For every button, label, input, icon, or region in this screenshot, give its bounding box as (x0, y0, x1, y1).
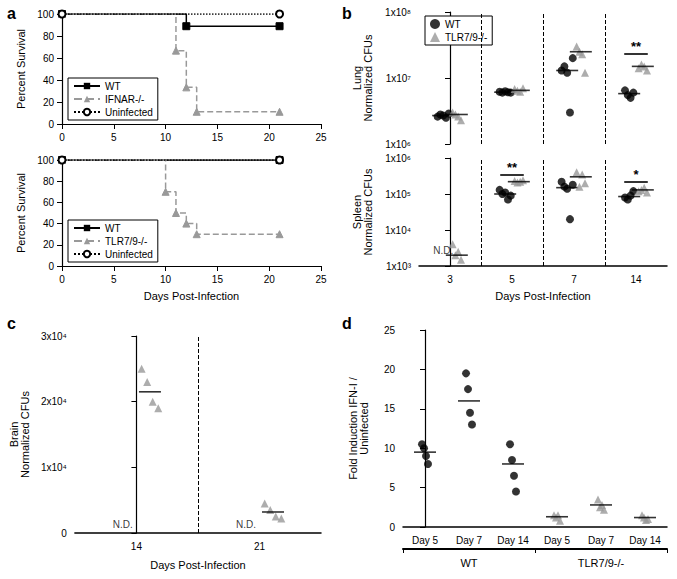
svg-text:WT: WT (105, 223, 121, 234)
svg-text:1x10⁷: 1x10⁷ (386, 73, 412, 84)
svg-text:20: 20 (264, 274, 276, 285)
svg-text:Days Post-Infection: Days Post-Infection (150, 559, 245, 571)
svg-text:0: 0 (59, 274, 65, 285)
svg-text:Fold Induction IFN-I /: Fold Induction IFN-I / (346, 377, 359, 480)
svg-text:5: 5 (111, 274, 117, 285)
svg-text:0: 0 (48, 119, 54, 130)
svg-text:25: 25 (384, 325, 396, 336)
svg-text:b: b (342, 5, 352, 22)
svg-text:1x10⁶: 1x10⁶ (385, 139, 411, 150)
svg-text:IFNAR-/-: IFNAR-/- (105, 94, 144, 105)
svg-text:5: 5 (509, 274, 515, 285)
svg-text:1x10³: 1x10³ (386, 261, 412, 272)
svg-text:15: 15 (212, 132, 224, 143)
svg-text:WT: WT (445, 19, 461, 30)
svg-text:TLR7/9-/-: TLR7/9-/- (105, 236, 147, 247)
svg-text:2x10⁴: 2x10⁴ (41, 396, 67, 407)
svg-text:3x10⁴: 3x10⁴ (41, 331, 67, 342)
svg-text:a: a (7, 5, 16, 22)
svg-text:10: 10 (160, 274, 172, 285)
svg-text:0: 0 (389, 522, 395, 533)
svg-text:1x10⁸: 1x10⁸ (385, 7, 411, 18)
svg-text:Brain: Brain (7, 421, 20, 448)
svg-text:WT: WT (105, 81, 121, 92)
svg-text:20: 20 (43, 97, 55, 108)
svg-text:WT: WT (460, 557, 477, 569)
svg-text:60: 60 (43, 197, 55, 208)
svg-text:25: 25 (315, 132, 327, 143)
svg-text:10: 10 (160, 132, 172, 143)
svg-text:Percent Survival: Percent Survival (15, 173, 27, 253)
svg-text:5: 5 (389, 482, 395, 493)
svg-text:Day 7: Day 7 (456, 535, 483, 546)
svg-text:0: 0 (48, 261, 54, 272)
svg-text:60: 60 (43, 53, 55, 64)
svg-text:3: 3 (447, 274, 453, 285)
svg-text:7: 7 (571, 274, 577, 285)
svg-text:c: c (7, 315, 16, 332)
svg-text:**: ** (631, 39, 642, 54)
svg-text:20: 20 (43, 239, 55, 250)
svg-text:Days Post-Infection: Days Post-Infection (144, 290, 239, 302)
svg-text:**: ** (507, 160, 518, 175)
svg-text:N.D.: N.D. (433, 245, 453, 256)
svg-text:21: 21 (254, 541, 266, 552)
svg-text:Day 5: Day 5 (412, 535, 439, 546)
svg-text:5: 5 (111, 132, 117, 143)
svg-text:1x10⁴: 1x10⁴ (41, 462, 67, 473)
svg-text:1x10⁴: 1x10⁴ (385, 225, 411, 236)
svg-text:Normalized CFUs: Normalized CFUs (19, 391, 31, 478)
svg-text:0: 0 (59, 132, 65, 143)
svg-text:Normalized CFUs: Normalized CFUs (362, 168, 374, 255)
svg-text:TLR7/9-/-: TLR7/9-/- (445, 32, 487, 43)
svg-text:80: 80 (43, 31, 55, 42)
svg-text:Uninfected: Uninfected (105, 107, 153, 118)
svg-text:15: 15 (212, 274, 224, 285)
svg-text:Spleen: Spleen (350, 194, 363, 230)
svg-text:Day 14: Day 14 (629, 535, 661, 546)
svg-text:100: 100 (37, 9, 54, 20)
svg-text:Percent Survival: Percent Survival (15, 29, 27, 109)
svg-text:Lung: Lung (350, 65, 363, 91)
svg-text:10: 10 (384, 443, 396, 454)
svg-text:14: 14 (131, 541, 143, 552)
svg-text:40: 40 (43, 218, 55, 229)
svg-text:Uninfected: Uninfected (105, 249, 153, 260)
svg-text:Uninfected: Uninfected (358, 402, 370, 455)
svg-text:*: * (633, 167, 639, 182)
svg-text:Day 5: Day 5 (544, 535, 571, 546)
svg-text:1x10⁵: 1x10⁵ (385, 189, 411, 200)
svg-text:0: 0 (61, 528, 67, 539)
svg-text:15: 15 (384, 403, 396, 414)
svg-text:Day 7: Day 7 (588, 535, 615, 546)
svg-text:80: 80 (43, 176, 55, 187)
svg-text:14: 14 (630, 274, 642, 285)
svg-text:1x10⁶: 1x10⁶ (385, 153, 411, 164)
svg-text:Days Post-Infection: Days Post-Infection (495, 290, 590, 302)
svg-text:N.D.: N.D. (113, 519, 133, 530)
svg-text:25: 25 (315, 274, 327, 285)
svg-text:Day 14: Day 14 (497, 535, 529, 546)
svg-text:N.D.: N.D. (236, 519, 256, 530)
svg-text:TLR7/9-/-: TLR7/9-/- (578, 557, 625, 569)
svg-text:100: 100 (37, 155, 54, 166)
svg-text:Normalized CFUs: Normalized CFUs (362, 34, 374, 121)
svg-text:20: 20 (384, 364, 396, 375)
svg-text:40: 40 (43, 75, 55, 86)
svg-text:d: d (342, 315, 352, 332)
svg-text:20: 20 (264, 132, 276, 143)
